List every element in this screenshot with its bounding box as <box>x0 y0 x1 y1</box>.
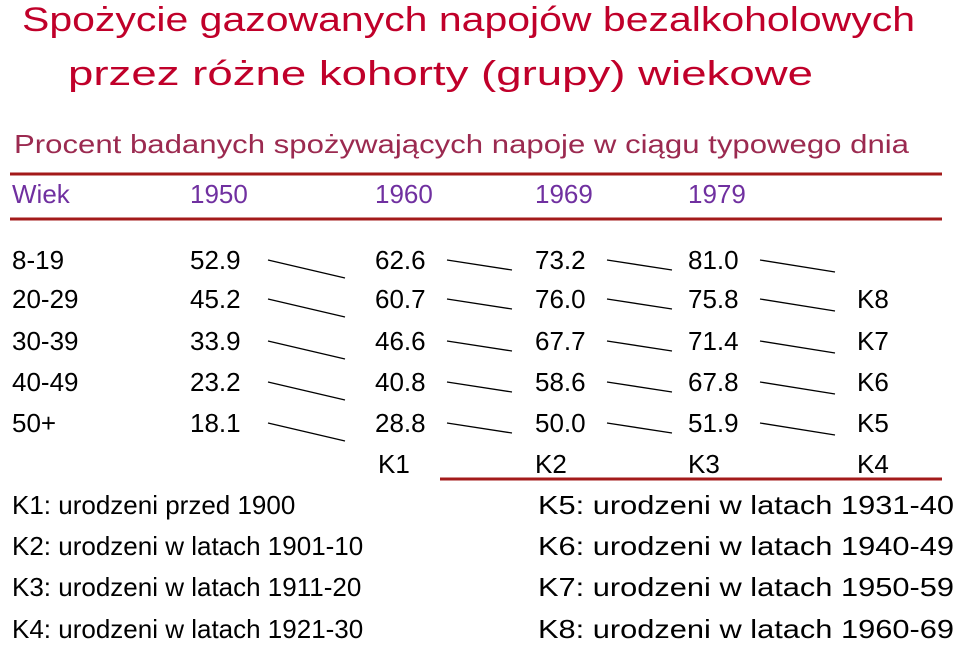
cell: 8-19 <box>12 245 64 275</box>
cohort-label: K3 <box>688 449 720 479</box>
legend-line: K4: urodzeni w latach 1921-30 <box>12 614 363 644</box>
cell: 50.0 <box>535 408 586 438</box>
cohort-label: K4 <box>857 449 889 479</box>
header-cell: 1979 <box>688 179 746 209</box>
connector <box>446 422 513 434</box>
legend-line: K2: urodzeni w latach 1901-10 <box>12 531 363 561</box>
connector <box>267 381 346 401</box>
cell: 45.2 <box>190 284 241 314</box>
header-cell: 1969 <box>535 179 593 209</box>
cohort-label: K8 <box>857 284 889 314</box>
connector <box>606 422 673 434</box>
cohort-label: K5 <box>857 408 889 438</box>
cell: 67.7 <box>535 326 586 356</box>
connector <box>267 259 346 279</box>
header-cell: 1960 <box>375 179 433 209</box>
cell: 51.9 <box>688 408 739 438</box>
connector <box>267 298 346 318</box>
cell: 20-29 <box>12 284 79 314</box>
connector <box>267 422 346 442</box>
header-cell: 1950 <box>190 179 248 209</box>
cell: 52.9 <box>190 245 241 275</box>
connector <box>606 340 673 352</box>
cell: 73.2 <box>535 245 586 275</box>
connector <box>759 422 836 436</box>
connector <box>759 298 836 312</box>
legend-line: K5: urodzeni w latach 1931-40 <box>538 490 954 520</box>
cell: 50+ <box>12 408 56 438</box>
title-line: przez różne kohorty (grupy) wiekowe <box>68 55 813 93</box>
subtitle: Procent badanych spożywających napoje w … <box>14 129 910 159</box>
header-cell: Wiek <box>12 179 71 209</box>
cohort-label: K1 <box>378 449 410 479</box>
connector <box>606 381 673 393</box>
connector <box>759 381 836 395</box>
cell: 18.1 <box>190 408 241 438</box>
connector <box>446 340 513 352</box>
connector <box>446 259 513 271</box>
connector <box>606 298 673 310</box>
legend-line: K3: urodzeni w latach 1911-20 <box>12 572 361 602</box>
title-line: Spożycie gazowanych napojów bezalkoholow… <box>22 1 915 39</box>
legend-line: K1: urodzeni przed 1900 <box>12 490 295 520</box>
connector <box>446 298 513 310</box>
cell: 75.8 <box>688 284 739 314</box>
cell: 62.6 <box>375 245 426 275</box>
cohort-label: K2 <box>535 449 567 479</box>
connector <box>606 259 673 271</box>
cell: 46.6 <box>375 326 426 356</box>
legend-line: K8: urodzeni w latach 1960-69 <box>538 614 954 644</box>
cell: 71.4 <box>688 326 739 356</box>
connector <box>446 381 513 393</box>
cell: 30-39 <box>12 326 79 356</box>
connector <box>759 259 836 273</box>
cell: 58.6 <box>535 367 586 397</box>
cell: 81.0 <box>688 245 739 275</box>
cell: 28.8 <box>375 408 426 438</box>
cell: 67.8 <box>688 367 739 397</box>
legend-line: K6: urodzeni w latach 1940-49 <box>538 531 954 561</box>
cell: 60.7 <box>375 284 426 314</box>
cell: 33.9 <box>190 326 241 356</box>
cell: 23.2 <box>190 367 241 397</box>
cohort-label: K6 <box>857 367 889 397</box>
legend-line: K7: urodzeni w latach 1950-59 <box>538 572 954 602</box>
connector <box>267 340 346 360</box>
cell: 40-49 <box>12 367 79 397</box>
connector <box>759 340 836 354</box>
cohort-label: K7 <box>857 326 889 356</box>
cell: 40.8 <box>375 367 426 397</box>
cell: 76.0 <box>535 284 586 314</box>
